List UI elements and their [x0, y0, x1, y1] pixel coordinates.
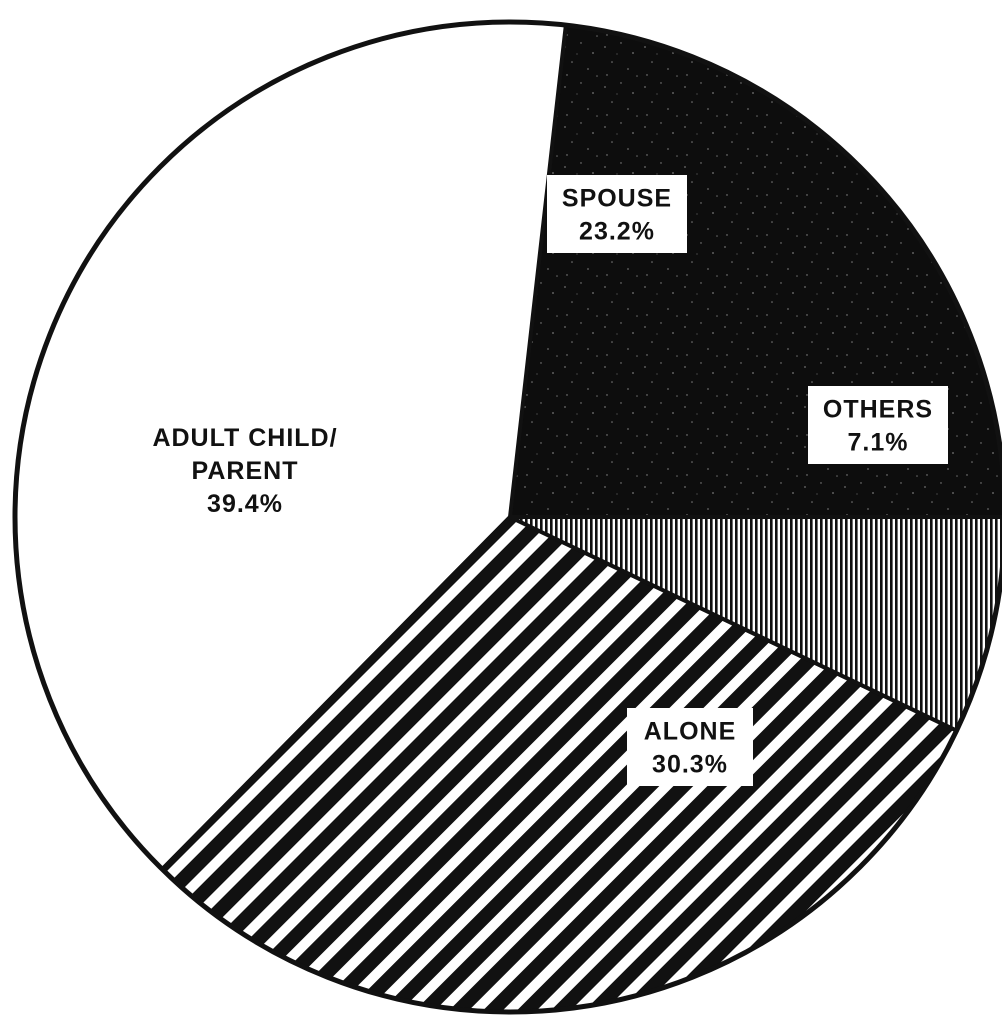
slice-name-label-adult-child-parent: ADULT CHILD/: [152, 424, 337, 452]
pie-outline: [12, 19, 1002, 1015]
slice-value-label-alone: 30.3%: [652, 751, 728, 779]
pie-labels: SPOUSE 23.2% ADULT CHILD/PARENT 39.4% ALONE 3…: [152, 175, 948, 786]
slice-name-label-adult-child-parent: PARENT: [192, 457, 299, 485]
slice-value-label-others: 7.1%: [848, 429, 909, 457]
label-background-spouse: [547, 175, 687, 253]
slice-value-label-adult-child-parent: 39.4%: [207, 490, 283, 518]
label-background-others: [808, 386, 948, 464]
slice-name-label-alone: ALONE: [644, 718, 737, 746]
label-background-alone: [627, 708, 753, 786]
pie-slices: [13, 19, 1002, 1014]
slice-value-label-spouse: 23.2%: [579, 218, 655, 246]
slice-name-label-spouse: SPOUSE: [562, 185, 672, 213]
slice-name-label-others: OTHERS: [823, 396, 933, 424]
